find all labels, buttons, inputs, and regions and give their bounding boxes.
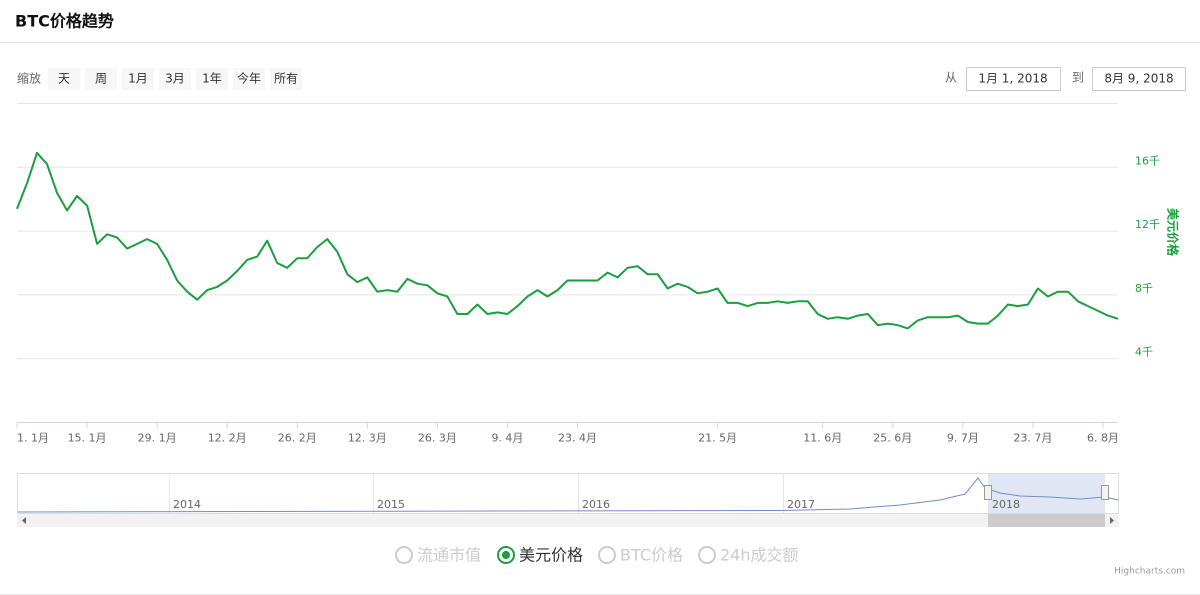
y-tick-label: 12千 <box>1135 218 1160 231</box>
zoom-button-label[interactable]: 周 <box>95 72 107 86</box>
legend-label[interactable]: 24h成交额 <box>720 546 799 565</box>
x-tick-label: 11. 6月 <box>803 432 842 445</box>
legend-radio[interactable] <box>598 546 616 564</box>
legend-label[interactable]: BTC价格 <box>620 546 683 565</box>
legend-radio-dot[interactable] <box>502 551 510 559</box>
x-tick-label: 21. 5月 <box>698 432 737 445</box>
x-tick-label: 23. 7月 <box>1013 432 1052 445</box>
x-tick-label: 1. 1月 <box>17 432 49 445</box>
y-axis-title: 美元价格 <box>1166 208 1181 257</box>
navigator-label: 2014 <box>173 498 201 511</box>
x-tick-label: 26. 3月 <box>418 432 457 445</box>
legend-radio[interactable] <box>698 546 716 564</box>
page-title: BTC价格趋势 <box>15 12 114 31</box>
zoom-button[interactable] <box>85 68 117 90</box>
scrollbar-track[interactable] <box>17 514 1119 527</box>
navigator-selection <box>988 473 1105 514</box>
zoom-button-label[interactable]: 天 <box>58 72 70 86</box>
zoom-button[interactable] <box>159 68 191 90</box>
legend-label[interactable]: 美元价格 <box>519 546 583 565</box>
zoom-label: 缩放 <box>17 71 41 86</box>
from-input[interactable] <box>966 67 1061 91</box>
legend-radio[interactable] <box>395 546 413 564</box>
navigator-series <box>17 477 1119 513</box>
price-line <box>16 151 1119 330</box>
navigator-label: 2016 <box>582 498 610 511</box>
credits[interactable]: Highcharts.com <box>1114 567 1185 577</box>
x-tick-label: 26. 2月 <box>278 432 317 445</box>
zoom-button-label[interactable]: 1年 <box>202 72 222 86</box>
to-label: 到 <box>1072 71 1084 85</box>
zoom-button[interactable] <box>48 68 80 90</box>
chart: 美元价格 4千 8千 12千 16千 1. 1月 15. 1月 29. 1月 12. 2月 26… <box>16 103 1181 445</box>
x-tick-label: 9. 7月 <box>947 432 979 445</box>
x-tick-label: 9. 4月 <box>491 432 523 445</box>
navigator-handle[interactable] <box>984 485 992 500</box>
to-value[interactable]: 8月 9, 2018 <box>1104 72 1173 86</box>
y-tick-label: 16千 <box>1135 154 1160 167</box>
x-tick-label: 15. 1月 <box>68 432 107 445</box>
from-label: 从 <box>945 71 957 85</box>
navigator-label: 2017 <box>787 498 815 511</box>
scrollbar-thumb[interactable] <box>988 514 1105 527</box>
zoom-button[interactable] <box>122 68 154 90</box>
x-tick-label: 25. 6月 <box>873 432 912 445</box>
zoom-button-label[interactable]: 今年 <box>237 71 261 86</box>
zoom-buttons: 天 周 1月 3月 1年 今年 所有 <box>48 68 302 90</box>
x-tick-label: 6. 8月 <box>1087 432 1119 445</box>
navigator: 2014 2015 2016 2017 2018 <box>17 473 1119 527</box>
x-tick-label: 29. 1月 <box>138 432 177 445</box>
legend: 流通市值 美元价格 BTC价格 24h成交额 <box>395 546 799 565</box>
navigator-handle[interactable] <box>1101 485 1109 500</box>
y-tick-label: 8千 <box>1135 282 1153 295</box>
x-tick-label: 23. 4月 <box>558 432 597 445</box>
x-tick-label: 12. 3月 <box>348 432 387 445</box>
legend-label[interactable]: 流通市值 <box>417 546 481 565</box>
zoom-button[interactable] <box>270 68 302 90</box>
zoom-button-label[interactable]: 3月 <box>165 72 185 86</box>
x-tick-label: 12. 2月 <box>208 432 247 445</box>
from-value[interactable]: 1月 1, 2018 <box>978 72 1047 86</box>
zoom-button-label[interactable]: 1月 <box>128 72 148 86</box>
navigator-label: 2015 <box>377 498 405 511</box>
navigator-dividers <box>169 473 989 513</box>
y-tick-label: 4千 <box>1135 346 1153 359</box>
zoom-button[interactable] <box>233 68 265 90</box>
to-input[interactable] <box>1092 67 1186 91</box>
zoom-button[interactable] <box>196 68 228 90</box>
zoom-button-label[interactable]: 所有 <box>274 72 298 86</box>
navigator-label: 2018 <box>992 498 1020 511</box>
navigator-frame <box>17 473 1119 514</box>
